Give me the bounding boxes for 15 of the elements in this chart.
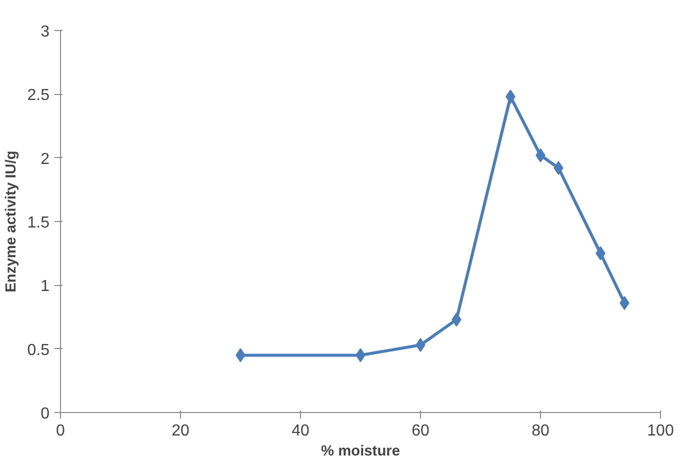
y-tick-label: 2.5 bbox=[27, 87, 50, 104]
x-axis-title: % moisture bbox=[321, 444, 400, 460]
y-axis-title: Enzyme activity IU/g bbox=[3, 150, 20, 292]
y-tick-label: 0.5 bbox=[27, 342, 50, 359]
y-tick-label: 1 bbox=[40, 278, 50, 296]
x-tick-label: 20 bbox=[172, 422, 190, 440]
x-tick-label: 60 bbox=[412, 422, 430, 440]
y-tick-label: 1.5 bbox=[27, 214, 50, 232]
x-tick-label: 80 bbox=[532, 422, 550, 440]
y-tick-label: 3 bbox=[40, 24, 50, 40]
y-tick-label: 0 bbox=[40, 406, 50, 422]
y-tick-label: 2 bbox=[40, 150, 50, 168]
x-tick-label: 100 bbox=[647, 422, 674, 440]
x-tick-label: 40 bbox=[292, 422, 310, 440]
x-tick-label: 0 bbox=[56, 422, 66, 440]
